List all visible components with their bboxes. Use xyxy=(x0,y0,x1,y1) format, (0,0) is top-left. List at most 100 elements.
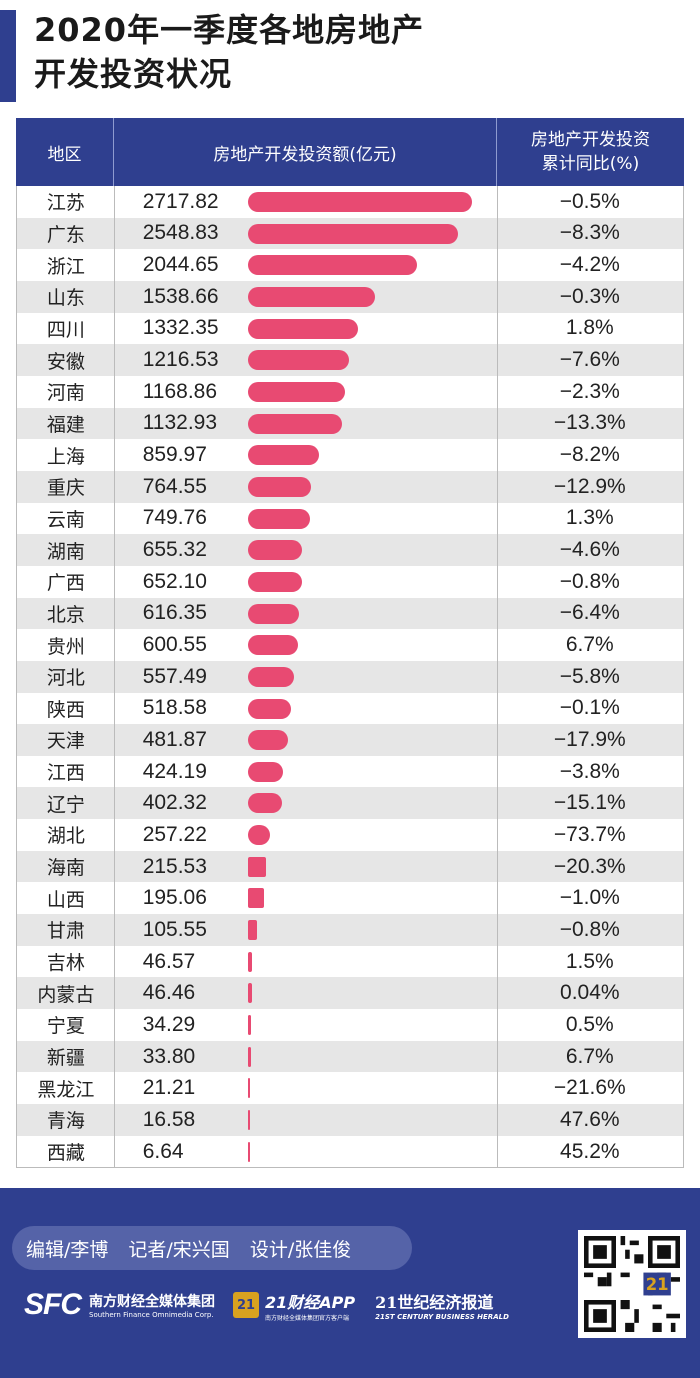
table-row: 上海 859.97 −8.2% xyxy=(17,439,683,471)
table-row: 宁夏 34.29 0.5% xyxy=(17,1009,683,1041)
app-name: 21财经APP xyxy=(265,1292,356,1312)
investment-value: 21.21 xyxy=(142,1076,196,1100)
bar-cell xyxy=(234,344,496,376)
table-row: 新疆 33.80 6.7% xyxy=(17,1040,683,1073)
investment-value: 402.32 xyxy=(142,791,207,815)
investment-bar xyxy=(248,666,295,687)
region-label: 江苏 xyxy=(46,192,85,215)
investment-bar xyxy=(248,413,342,434)
investment-value: 764.55 xyxy=(142,474,207,498)
region-label: 浙江 xyxy=(46,255,85,278)
table-row: 湖南 655.32 −4.6% xyxy=(17,534,683,566)
bar-cell xyxy=(234,787,496,819)
investment-value: 652.10 xyxy=(142,569,207,593)
table-row: 甘肃 105.55 −0.8% xyxy=(17,914,683,946)
yoy-value: −6.4% xyxy=(559,601,620,625)
sfc-mark: SFC xyxy=(24,1288,82,1321)
bar-cell xyxy=(234,503,496,535)
investment-value: 6.64 xyxy=(142,1139,184,1163)
investment-bar xyxy=(248,192,473,212)
investment-value: 257.22 xyxy=(142,822,207,846)
bar-cell xyxy=(234,629,496,661)
table-row: 青海 16.58 47.6% xyxy=(17,1104,683,1136)
investment-bar xyxy=(248,223,459,244)
investment-bar xyxy=(248,540,303,561)
region-label: 云南 xyxy=(46,508,85,531)
region-label: 陕西 xyxy=(46,698,85,721)
yoy-value: −73.7% xyxy=(553,822,626,846)
region-label: 吉林 xyxy=(46,952,85,975)
investment-value: 105.55 xyxy=(142,917,207,941)
yoy-value: −0.3% xyxy=(559,284,620,308)
investment-bar xyxy=(248,603,300,624)
bar-cell xyxy=(234,439,496,471)
bar-cell xyxy=(234,471,496,503)
app-icon: 21 xyxy=(233,1292,259,1318)
table-row: 广西 652.10 −0.8% xyxy=(17,565,683,598)
yoy-value: −4.6% xyxy=(559,538,620,562)
investment-bar xyxy=(248,951,253,972)
app-subtitle: 南方财经全媒体集团官方客户端 xyxy=(265,1314,350,1322)
investment-bar xyxy=(248,920,258,941)
yoy-value: 1.5% xyxy=(565,949,614,973)
region-label: 上海 xyxy=(46,445,85,468)
title-line-1: 2020年一季度各地房地产 xyxy=(34,11,425,49)
region-label: 黑龙江 xyxy=(37,1078,95,1101)
credit-editor: 编辑/李博 xyxy=(26,1238,109,1261)
investment-bar xyxy=(248,255,417,276)
region-label: 湖北 xyxy=(46,825,85,848)
column-divider-2 xyxy=(497,186,498,1168)
bar-cell xyxy=(234,1136,496,1168)
investment-value: 2044.65 xyxy=(142,253,219,277)
bar-cell xyxy=(234,598,496,630)
yoy-value: −3.8% xyxy=(559,759,620,783)
investment-bar xyxy=(248,571,303,592)
investment-value: 616.35 xyxy=(142,601,207,625)
herald-logo: 21世纪经济报道 21ST CENTURY BUSINESS HERALD xyxy=(375,1289,509,1321)
table-row: 湖北 257.22 −73.7% xyxy=(17,819,683,851)
investment-bar xyxy=(248,350,349,371)
region-label: 北京 xyxy=(46,603,85,626)
region-label: 四川 xyxy=(46,318,85,341)
region-label: 河北 xyxy=(46,667,85,690)
investment-bar xyxy=(248,730,289,751)
region-label: 海南 xyxy=(46,857,85,880)
region-label: 湖南 xyxy=(46,540,85,563)
region-label: 广东 xyxy=(46,223,85,246)
region-label: 山西 xyxy=(46,888,85,911)
investment-bar xyxy=(248,983,253,1004)
investment-bar xyxy=(248,1110,251,1131)
investment-bar xyxy=(248,793,282,814)
footer: 编辑/李博 记者/宋兴国 设计/张佳俊 SFC 南方财经全媒体集团 Southe… xyxy=(0,1188,700,1378)
investment-bar xyxy=(248,856,267,877)
investment-value: 2717.82 xyxy=(142,189,219,213)
credits-pill: 编辑/李博 记者/宋兴国 设计/张佳俊 xyxy=(12,1226,412,1270)
investment-value: 1538.66 xyxy=(142,284,219,308)
table-row: 重庆 764.55 −12.9% xyxy=(17,470,683,503)
investment-value: 46.57 xyxy=(142,949,196,973)
investment-value: 1132.93 xyxy=(142,411,218,435)
investment-value: 215.53 xyxy=(142,854,207,878)
investment-value: 481.87 xyxy=(142,727,207,751)
herald-name-cn: 21世纪经济报道 xyxy=(375,1293,494,1312)
region-label: 贵州 xyxy=(46,635,85,658)
investment-value: 655.32 xyxy=(142,538,207,562)
yoy-value: −8.2% xyxy=(559,443,620,467)
credit-reporter: 记者/宋兴国 xyxy=(128,1238,230,1261)
sfc-name-en: Southern Finance Omnimedia Corp. xyxy=(89,1311,214,1319)
table-body: 江苏 2717.82 −0.5% 广东 2548.83 −8.3% 浙江 2044.65 −4.… xyxy=(16,186,684,1169)
region-label: 山东 xyxy=(46,287,85,310)
logo-row: SFC 南方财经全媒体集团 Southern Finance Omnimedia… xyxy=(24,1288,509,1322)
bar-cell xyxy=(234,946,496,978)
region-label: 天津 xyxy=(46,730,85,753)
region-label: 辽宁 xyxy=(46,793,85,816)
yoy-value: −21.6% xyxy=(553,1076,626,1100)
table-row: 河北 557.49 −5.8% xyxy=(17,660,683,693)
table-row: 浙江 2044.65 −4.2% xyxy=(17,249,683,281)
investment-bar xyxy=(248,825,270,846)
bar-cell xyxy=(234,566,496,598)
table-row: 四川 1332.35 1.8% xyxy=(17,312,683,345)
bar-cell xyxy=(234,693,496,725)
header-region: 地区 xyxy=(16,118,114,186)
region-label: 新疆 xyxy=(46,1047,85,1070)
